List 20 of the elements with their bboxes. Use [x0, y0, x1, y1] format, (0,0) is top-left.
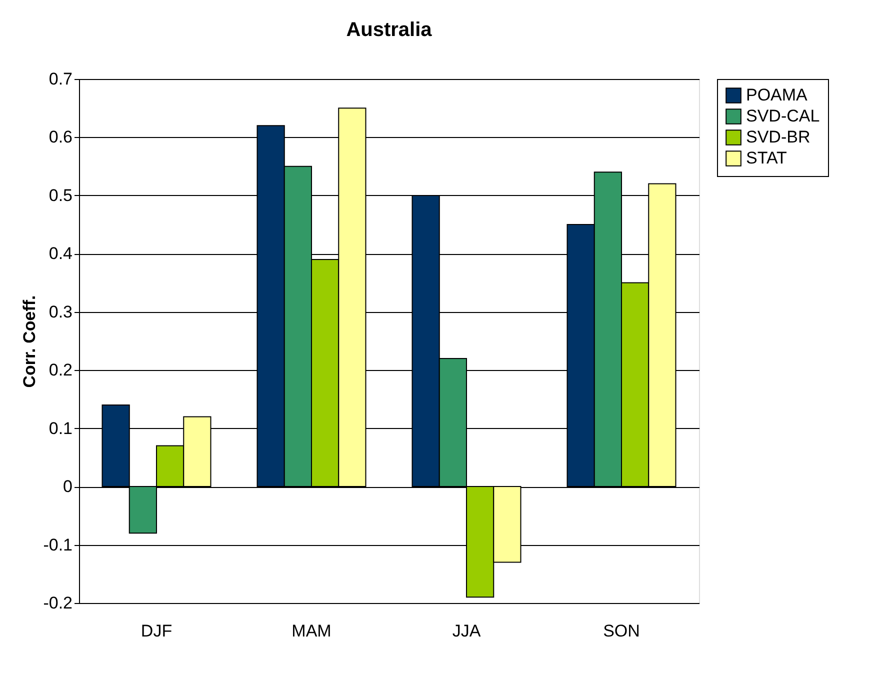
chart-title: Australia	[346, 19, 433, 41]
x-tick-label: DJF	[140, 622, 172, 640]
y-tick-label: 0.1	[48, 418, 72, 438]
y-tick-label: 0.2	[48, 360, 72, 380]
x-tick-label: SON	[603, 622, 640, 640]
x-tick-label: MAM	[292, 622, 332, 640]
y-tick-label: 0	[63, 477, 72, 496]
legend-label: STAT	[746, 148, 787, 168]
y-tick-label: -0.2	[43, 594, 72, 612]
legend-label: SVD-CAL	[746, 106, 820, 126]
y-tick-label: 0.5	[48, 186, 72, 205]
legend-label: POAMA	[746, 86, 808, 104]
y-tick-label: 0.3	[48, 302, 72, 322]
y-tick-label: 0.4	[48, 244, 72, 264]
y-tick-label: 0.7	[48, 70, 72, 88]
y-axis-title: Corr. Coeff.	[20, 295, 40, 388]
y-tick-label: 0.6	[48, 128, 72, 147]
y-tick-label: -0.1	[43, 535, 72, 554]
legend-label: SVD-BR	[746, 128, 810, 146]
x-tick-label: JJA	[452, 622, 482, 640]
